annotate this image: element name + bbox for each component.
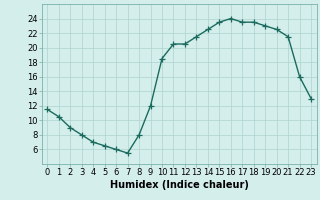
X-axis label: Humidex (Indice chaleur): Humidex (Indice chaleur): [110, 180, 249, 190]
